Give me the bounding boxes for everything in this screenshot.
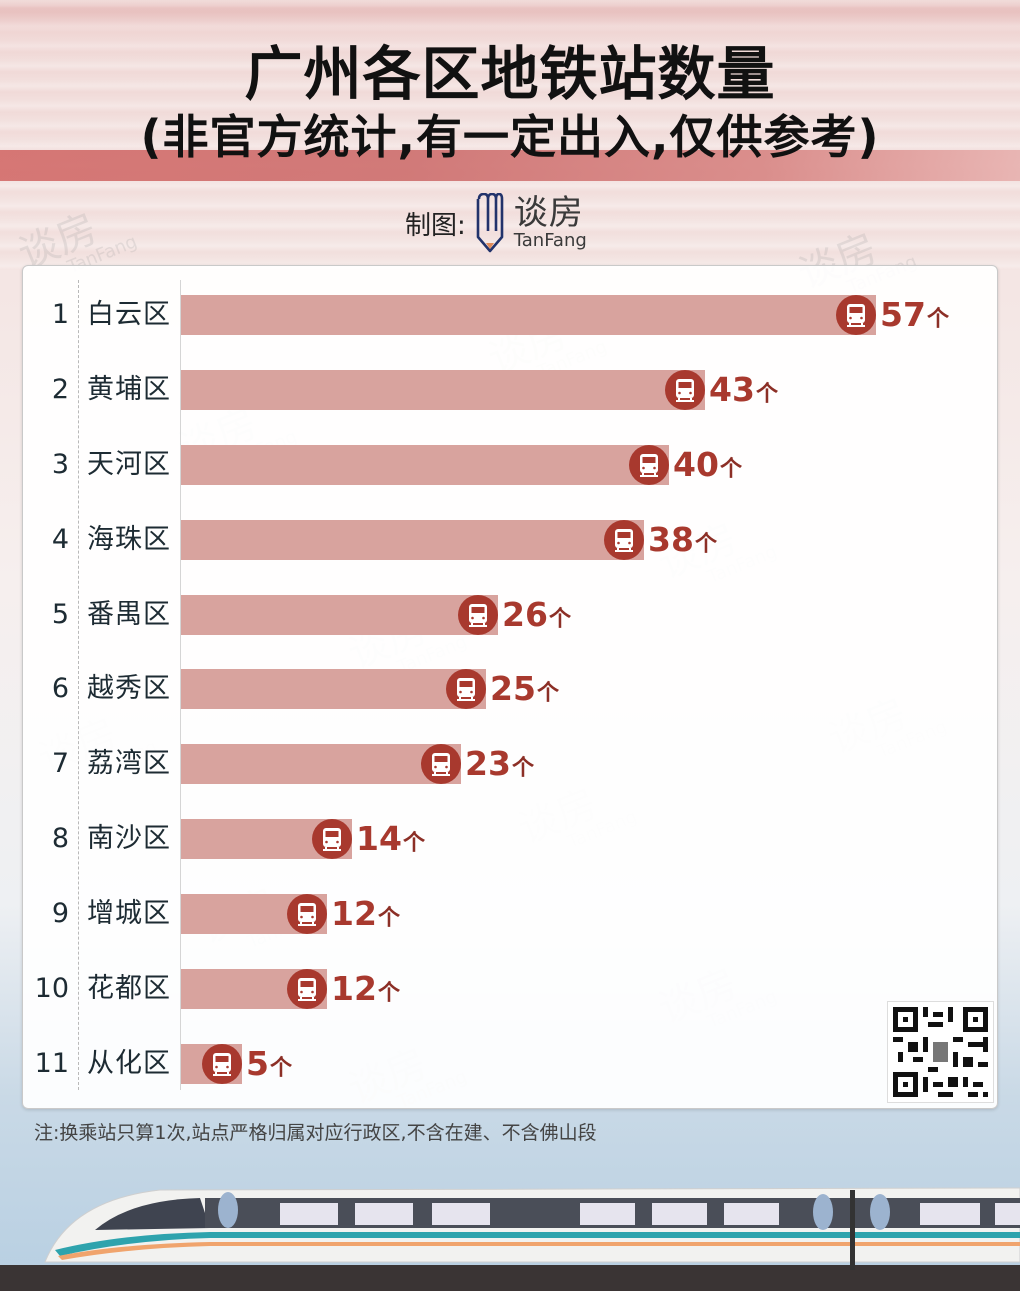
train-icon bbox=[446, 669, 486, 709]
train-icon bbox=[836, 295, 876, 335]
rank-label: 9 bbox=[51, 898, 69, 929]
rank-label: 11 bbox=[34, 1048, 69, 1079]
header-red-band bbox=[0, 150, 1020, 181]
value-label: 40个 bbox=[673, 445, 742, 484]
rank-label: 8 bbox=[51, 823, 69, 854]
page-subtitle: (非官方统计,有一定出入,仅供参考) bbox=[140, 110, 880, 164]
qr-code[interactable] bbox=[887, 1001, 994, 1103]
district-label: 白云区 bbox=[87, 299, 171, 330]
brand-name-en: TanFang bbox=[513, 230, 587, 251]
bar-row: 1 白云区 57个 bbox=[23, 294, 997, 336]
value-label: 43个 bbox=[709, 370, 778, 409]
train-icon bbox=[312, 819, 352, 859]
district-label: 南沙区 bbox=[87, 823, 171, 854]
train-icon bbox=[604, 520, 644, 560]
rank-label: 5 bbox=[51, 599, 69, 630]
bar bbox=[181, 595, 498, 635]
rank-divider bbox=[78, 280, 79, 1090]
page-title: 广州各区地铁站数量 bbox=[244, 40, 776, 108]
tanfang-logo-icon bbox=[476, 193, 504, 253]
bar-row: 7 荔湾区 23个 bbox=[23, 743, 997, 785]
brand-name-cn: 谈房 bbox=[513, 193, 584, 233]
district-label: 海珠区 bbox=[87, 524, 171, 555]
chart-panel: 1 白云区 57个 2 黄埔区 43个 3 天河区 40个 4 海珠区 38个 5 番禺区 26个 6 越秀区 2… bbox=[22, 265, 998, 1109]
bar-row: 6 越秀区 25个 bbox=[23, 668, 997, 710]
value-label: 25个 bbox=[490, 669, 559, 708]
district-label: 黄埔区 bbox=[87, 374, 171, 405]
qr-code-icon bbox=[893, 1007, 988, 1097]
bar-row: 4 海珠区 38个 bbox=[23, 519, 997, 561]
district-label: 天河区 bbox=[87, 449, 171, 480]
value-label: 12个 bbox=[331, 894, 400, 933]
value-label: 23个 bbox=[465, 744, 534, 783]
bar-row: 8 南沙区 14个 bbox=[23, 818, 997, 860]
rank-label: 7 bbox=[51, 748, 69, 779]
train-icon bbox=[287, 969, 327, 1009]
value-label: 12个 bbox=[331, 969, 400, 1008]
bar-row: 5 番禺区 26个 bbox=[23, 594, 997, 636]
rank-label: 4 bbox=[51, 524, 69, 555]
credit-label: 制图: bbox=[405, 210, 466, 241]
district-label: 越秀区 bbox=[87, 673, 171, 704]
district-label: 荔湾区 bbox=[87, 748, 171, 779]
value-label: 5个 bbox=[246, 1044, 292, 1083]
bar bbox=[181, 370, 705, 410]
bar bbox=[181, 445, 669, 485]
train-illustration bbox=[0, 1187, 1020, 1291]
bar bbox=[181, 520, 644, 560]
train-icon bbox=[629, 445, 669, 485]
district-label: 增城区 bbox=[87, 898, 171, 929]
bar-row: 10 花都区 12个 bbox=[23, 968, 997, 1010]
rank-label: 3 bbox=[51, 449, 69, 480]
district-label: 花都区 bbox=[87, 973, 171, 1004]
value-label: 26个 bbox=[502, 595, 571, 634]
value-label: 38个 bbox=[648, 520, 717, 559]
footnote: 注:换乘站只算1次,站点严格归属对应行政区,不含在建、不含佛山段 bbox=[34, 1122, 597, 1144]
bar-row: 3 天河区 40个 bbox=[23, 444, 997, 486]
header-background bbox=[0, 0, 1020, 270]
value-label: 14个 bbox=[356, 819, 425, 858]
train-icon bbox=[421, 744, 461, 784]
bar-row: 11 从化区 5个 bbox=[23, 1043, 997, 1085]
credit: 制图: 谈房 TanFang bbox=[405, 192, 587, 254]
train-icon bbox=[287, 894, 327, 934]
district-label: 从化区 bbox=[87, 1048, 171, 1079]
rank-label: 6 bbox=[51, 673, 69, 704]
train-icon bbox=[202, 1044, 242, 1084]
bar-row: 2 黄埔区 43个 bbox=[23, 369, 997, 411]
rank-label: 10 bbox=[34, 973, 69, 1004]
bar bbox=[181, 669, 486, 709]
rank-label: 2 bbox=[51, 374, 69, 405]
bar bbox=[181, 744, 461, 784]
value-label: 57个 bbox=[880, 295, 949, 334]
rank-label: 1 bbox=[51, 299, 69, 330]
category-axis bbox=[180, 280, 181, 1090]
district-label: 番禺区 bbox=[87, 599, 171, 630]
bar-row: 9 增城区 12个 bbox=[23, 893, 997, 935]
train-icon bbox=[458, 595, 498, 635]
bar bbox=[181, 295, 876, 335]
train-icon bbox=[665, 370, 705, 410]
